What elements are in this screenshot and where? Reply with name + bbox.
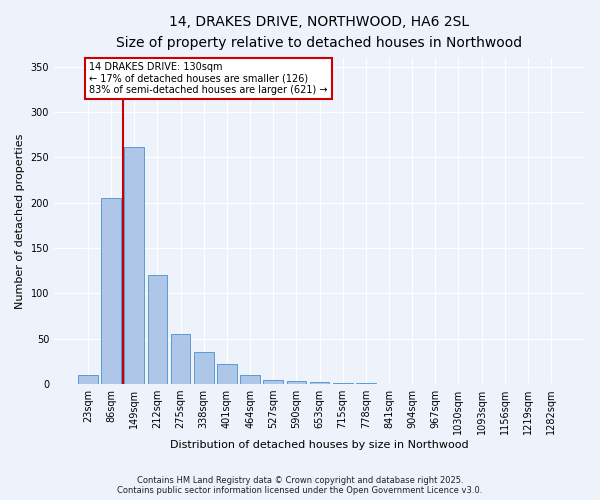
Bar xyxy=(78,375,98,384)
Text: Contains HM Land Registry data © Crown copyright and database right 2025.
Contai: Contains HM Land Registry data © Crown c… xyxy=(118,476,482,495)
Bar xyxy=(194,352,214,384)
Bar xyxy=(148,276,167,384)
X-axis label: Distribution of detached houses by size in Northwood: Distribution of detached houses by size … xyxy=(170,440,469,450)
Bar xyxy=(310,382,329,384)
Y-axis label: Number of detached properties: Number of detached properties xyxy=(15,133,25,308)
Bar xyxy=(287,382,306,384)
Bar xyxy=(356,383,376,384)
Bar xyxy=(333,383,353,384)
Bar xyxy=(124,146,144,384)
Bar xyxy=(263,380,283,384)
Bar xyxy=(217,364,237,384)
Bar xyxy=(171,334,190,384)
Bar xyxy=(240,375,260,384)
Title: 14, DRAKES DRIVE, NORTHWOOD, HA6 2SL
Size of property relative to detached house: 14, DRAKES DRIVE, NORTHWOOD, HA6 2SL Siz… xyxy=(116,15,523,50)
Text: 14 DRAKES DRIVE: 130sqm
← 17% of detached houses are smaller (126)
83% of semi-d: 14 DRAKES DRIVE: 130sqm ← 17% of detache… xyxy=(89,62,328,96)
Bar xyxy=(101,198,121,384)
